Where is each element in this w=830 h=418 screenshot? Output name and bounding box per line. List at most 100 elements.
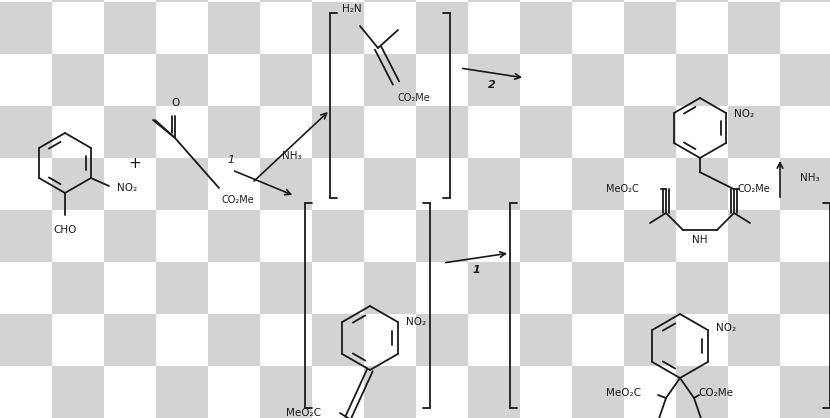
Bar — [520, 0, 572, 2]
Bar — [156, 106, 208, 158]
Bar — [520, 54, 572, 106]
Bar — [260, 106, 312, 158]
Bar — [364, 2, 416, 54]
Bar — [52, 262, 104, 314]
Bar — [624, 106, 676, 158]
Bar — [676, 262, 728, 314]
Bar — [260, 366, 312, 418]
Bar — [312, 366, 364, 418]
Bar — [676, 54, 728, 106]
Bar — [520, 366, 572, 418]
Bar — [572, 366, 624, 418]
Bar — [156, 366, 208, 418]
Bar — [104, 314, 156, 366]
Bar — [104, 0, 156, 2]
Bar — [780, 106, 830, 158]
Bar — [780, 54, 830, 106]
Bar — [520, 262, 572, 314]
Bar — [0, 106, 52, 158]
Bar — [208, 366, 260, 418]
Bar — [780, 262, 830, 314]
Bar — [624, 0, 676, 2]
Bar — [312, 262, 364, 314]
Bar — [676, 2, 728, 54]
Bar — [520, 2, 572, 54]
Bar — [364, 0, 416, 2]
Bar — [728, 210, 780, 262]
Bar — [0, 158, 52, 210]
Bar — [260, 2, 312, 54]
Bar — [208, 0, 260, 2]
Bar — [780, 0, 830, 2]
Bar — [468, 106, 520, 158]
Text: NO₂: NO₂ — [117, 183, 137, 193]
Bar — [572, 54, 624, 106]
Bar — [208, 210, 260, 262]
Bar — [52, 2, 104, 54]
Bar — [104, 158, 156, 210]
Bar — [312, 210, 364, 262]
Bar — [416, 54, 468, 106]
Bar — [520, 210, 572, 262]
Text: 1: 1 — [472, 265, 480, 275]
Bar — [52, 314, 104, 366]
Text: CHO: CHO — [53, 225, 76, 235]
Bar — [104, 366, 156, 418]
Text: NO₂: NO₂ — [734, 109, 754, 119]
Bar — [624, 366, 676, 418]
Bar — [676, 0, 728, 2]
Bar — [312, 2, 364, 54]
Bar — [156, 158, 208, 210]
Bar — [468, 210, 520, 262]
Bar — [572, 2, 624, 54]
Bar — [312, 54, 364, 106]
Bar — [260, 262, 312, 314]
Text: NO₂: NO₂ — [406, 317, 426, 327]
Bar — [104, 106, 156, 158]
Bar — [0, 54, 52, 106]
Text: H₂N: H₂N — [342, 4, 362, 14]
Bar — [728, 2, 780, 54]
Text: NH₃: NH₃ — [282, 151, 301, 161]
Bar — [468, 262, 520, 314]
Bar — [520, 158, 572, 210]
Bar — [468, 366, 520, 418]
Bar — [468, 158, 520, 210]
Bar — [676, 158, 728, 210]
Bar — [208, 314, 260, 366]
Bar — [208, 158, 260, 210]
Bar — [260, 158, 312, 210]
Bar — [104, 262, 156, 314]
Bar — [0, 262, 52, 314]
Bar — [624, 2, 676, 54]
Bar — [364, 106, 416, 158]
Text: 1: 1 — [227, 155, 235, 165]
Text: NO₂: NO₂ — [716, 323, 736, 333]
Bar — [416, 2, 468, 54]
Bar — [728, 158, 780, 210]
Text: NH: NH — [692, 235, 708, 245]
Bar — [260, 54, 312, 106]
Bar — [260, 210, 312, 262]
Bar — [624, 314, 676, 366]
Bar — [468, 0, 520, 2]
Bar — [780, 314, 830, 366]
Bar — [208, 106, 260, 158]
Bar — [676, 314, 728, 366]
Bar — [572, 314, 624, 366]
Bar — [0, 314, 52, 366]
Bar — [260, 0, 312, 2]
Bar — [52, 366, 104, 418]
Bar — [364, 314, 416, 366]
Bar — [572, 158, 624, 210]
Bar — [780, 210, 830, 262]
Bar — [0, 2, 52, 54]
Bar — [416, 158, 468, 210]
Bar — [52, 54, 104, 106]
Bar — [468, 2, 520, 54]
Bar — [416, 314, 468, 366]
Bar — [468, 54, 520, 106]
Bar — [364, 366, 416, 418]
Bar — [364, 210, 416, 262]
Bar — [728, 366, 780, 418]
